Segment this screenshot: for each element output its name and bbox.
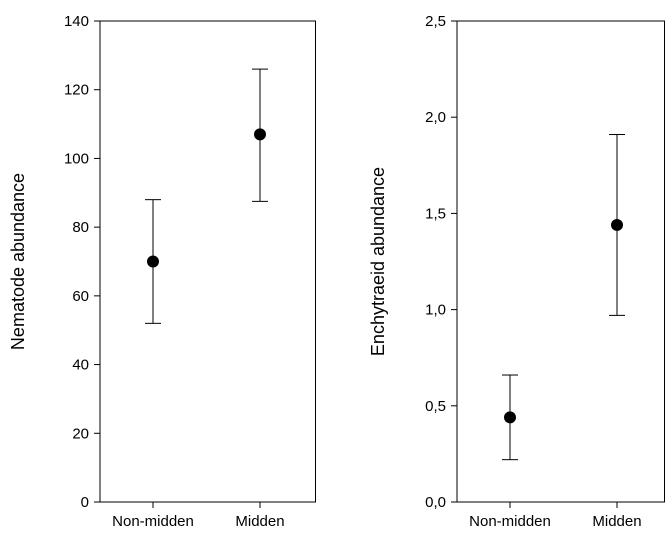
data-point	[254, 128, 266, 141]
y-tick-label: 1,5	[425, 205, 446, 222]
data-point	[504, 411, 516, 424]
y-axis-title: Enchytraeid abundance	[368, 167, 388, 356]
chart-panel-2: 0,0 0,5 1,0 1,5 2,0 2,5 Non-midden Midden Enchyt…	[368, 13, 665, 530]
y-tick-label: 2,0	[425, 109, 446, 126]
y-tick-label: 140	[64, 13, 89, 30]
y-axis-title: Nematode abundance	[8, 173, 28, 350]
x-tick-label: Non-midden	[469, 513, 551, 530]
chart-panel-1: 0 20 40 60 80 100 120 140 Non-midden Midden Nemato…	[8, 13, 316, 530]
y-tick-label: 0,0	[425, 494, 446, 511]
y-tick-label: 2,5	[425, 13, 446, 30]
data-point	[611, 218, 623, 231]
y-tick-label: 40	[72, 357, 89, 374]
y-tick-label: 1,0	[425, 302, 446, 319]
data-point	[147, 255, 159, 268]
x-tick-label: Midden	[592, 513, 641, 530]
x-tick-label: Midden	[235, 513, 284, 530]
y-tick-label: 120	[64, 82, 89, 99]
y-tick-label: 100	[64, 150, 89, 167]
y-tick-label: 0,5	[425, 398, 446, 415]
y-tick-label: 0	[81, 494, 89, 511]
y-tick-label: 60	[72, 288, 89, 305]
y-tick-label: 80	[72, 219, 89, 236]
y-tick-label: 20	[72, 425, 89, 442]
x-tick-label: Non-midden	[112, 513, 194, 530]
